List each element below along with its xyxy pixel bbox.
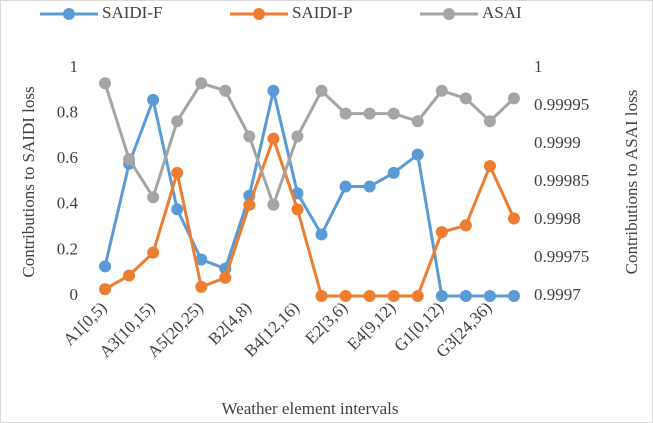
point: [363, 290, 376, 302]
point: [387, 166, 400, 179]
point: [123, 153, 136, 166]
y2-tick-label: 0.99985: [534, 171, 589, 190]
point: [147, 191, 160, 204]
point: [123, 269, 136, 282]
point: [483, 290, 496, 302]
point: [459, 92, 472, 105]
point: [411, 290, 424, 302]
y-tick-label: 1: [70, 57, 79, 76]
point: [507, 290, 520, 302]
point: [387, 290, 400, 302]
point: [459, 290, 472, 302]
point: [411, 115, 424, 128]
y-tick-label: 0.6: [57, 148, 78, 167]
y-tick-label: 0.4: [57, 194, 79, 213]
point: [267, 132, 280, 145]
y2-tick-label: 1: [534, 57, 543, 76]
y2-tick-label: 0.9998: [534, 209, 581, 228]
point: [267, 198, 280, 211]
point: [219, 271, 232, 284]
point: [411, 148, 424, 161]
point: [315, 290, 328, 302]
point: [483, 160, 496, 173]
y2-tick-label: 0.9999: [534, 133, 581, 152]
y-axis-label: Contributions to SAIDI loss: [19, 86, 38, 277]
y2-axis-label: Contributions to ASAI loss: [622, 90, 641, 275]
point: [315, 228, 328, 241]
point: [291, 130, 304, 143]
y2-tick-label: 0.99975: [534, 247, 589, 266]
legend-marker: [253, 8, 265, 20]
point: [243, 130, 256, 143]
point: [195, 77, 208, 90]
point: [267, 84, 280, 97]
point: [99, 77, 112, 90]
legend-label: ASAI: [482, 3, 522, 22]
point: [99, 260, 112, 273]
point: [243, 198, 256, 211]
point: [291, 203, 304, 216]
point: [435, 226, 448, 239]
legend-label: SAIDI-P: [292, 3, 352, 22]
point: [435, 290, 448, 302]
legend-label: SAIDI-F: [102, 3, 162, 22]
point: [171, 115, 184, 128]
y-tick-label: 0.8: [57, 103, 78, 122]
point: [363, 107, 376, 120]
point: [459, 219, 472, 232]
y-tick-label: 0: [70, 285, 79, 304]
point: [507, 92, 520, 105]
point: [507, 212, 520, 225]
point: [483, 115, 496, 128]
y2-tick-label: 0.9997: [534, 285, 581, 304]
point: [99, 283, 112, 296]
point: [435, 84, 448, 97]
point: [339, 290, 352, 302]
point: [147, 246, 160, 259]
y2-tick-label: 0.99995: [534, 95, 589, 114]
point: [171, 203, 184, 216]
x-axis-label: Weather element intervals: [221, 399, 398, 418]
y-tick-label: 0.2: [57, 239, 78, 258]
point: [339, 107, 352, 120]
point: [387, 107, 400, 120]
point: [363, 180, 376, 193]
point: [315, 84, 328, 97]
point: [195, 280, 208, 293]
point: [219, 84, 232, 97]
point: [147, 93, 160, 106]
point: [195, 253, 208, 266]
point: [339, 180, 352, 193]
point: [171, 166, 184, 179]
legend-marker: [63, 8, 75, 20]
legend-marker: [443, 8, 455, 20]
